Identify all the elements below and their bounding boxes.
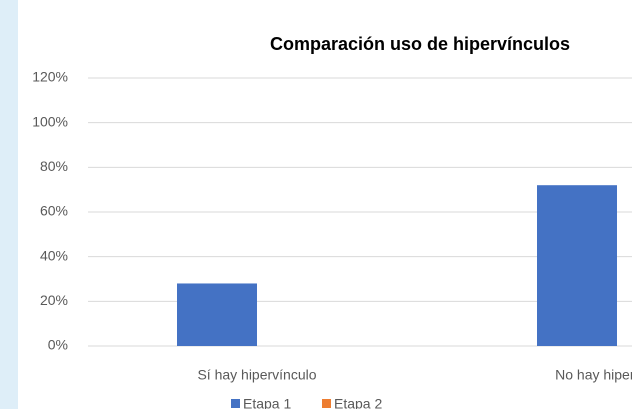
- x-tick-label: Sí hay hipervínculo: [197, 367, 316, 383]
- chart-title: Comparación uso de hipervínculos: [270, 34, 570, 54]
- side-strip: [0, 0, 18, 409]
- x-tick-label: No hay hipervínculo: [555, 367, 632, 383]
- y-tick-label: 20%: [40, 292, 68, 308]
- legend-label: Etapa 2: [334, 396, 382, 409]
- y-tick-label: 120%: [32, 69, 68, 85]
- y-tick-label: 80%: [40, 158, 68, 174]
- y-tick-label: 40%: [40, 247, 68, 263]
- legend-swatch: [322, 399, 331, 408]
- bar: [177, 283, 257, 346]
- y-tick-label: 60%: [40, 203, 68, 219]
- bar: [537, 185, 617, 346]
- legend-label: Etapa 1: [243, 396, 291, 409]
- y-tick-label: 100%: [32, 113, 68, 129]
- legend-swatch: [231, 399, 240, 408]
- y-tick-label: 0%: [48, 337, 68, 353]
